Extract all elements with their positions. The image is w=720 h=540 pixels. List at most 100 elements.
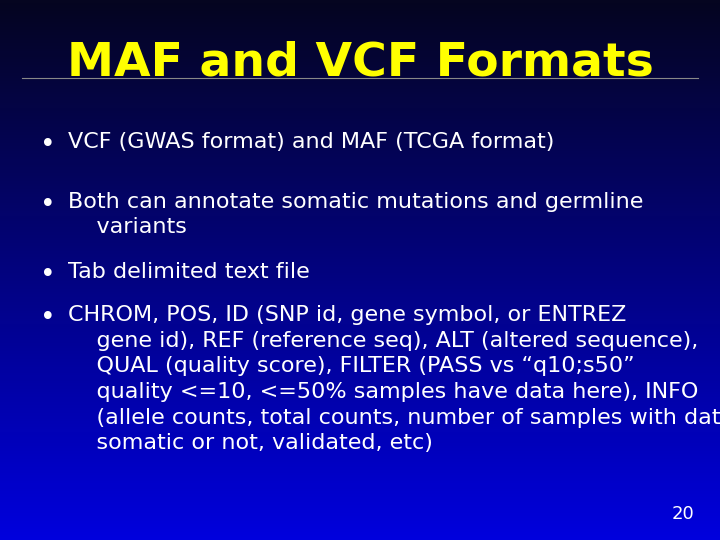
Bar <box>0 181 720 184</box>
Bar <box>0 159 720 162</box>
Bar <box>0 146 720 148</box>
Bar <box>0 343 720 346</box>
Bar <box>0 54 720 57</box>
Bar <box>0 524 720 526</box>
Bar <box>0 370 720 373</box>
Bar <box>0 22 720 24</box>
Bar <box>0 340 720 343</box>
Bar <box>0 489 720 491</box>
Bar <box>0 76 720 78</box>
Bar <box>0 235 720 238</box>
Bar <box>0 3 720 5</box>
Bar <box>0 19 720 22</box>
Bar <box>0 386 720 389</box>
Bar <box>0 49 720 51</box>
Bar <box>0 454 720 456</box>
Bar <box>0 427 720 429</box>
Bar <box>0 413 720 416</box>
Bar <box>0 11 720 14</box>
Bar <box>0 364 720 367</box>
Bar <box>0 197 720 200</box>
Bar <box>0 32 720 35</box>
Bar <box>0 354 720 356</box>
Bar <box>0 373 720 375</box>
Bar <box>0 446 720 448</box>
Text: •: • <box>40 192 55 218</box>
Bar <box>0 300 720 302</box>
Bar <box>0 68 720 70</box>
Bar <box>0 65 720 68</box>
Bar <box>0 259 720 262</box>
Bar <box>0 418 720 421</box>
Bar <box>0 165 720 167</box>
Bar <box>0 389 720 392</box>
Bar <box>0 513 720 516</box>
Bar <box>0 348 720 351</box>
Bar <box>0 243 720 246</box>
Bar <box>0 362 720 364</box>
Bar <box>0 92 720 94</box>
Bar <box>0 351 720 354</box>
Bar <box>0 186 720 189</box>
Bar <box>0 202 720 205</box>
Text: •: • <box>40 262 55 288</box>
Bar <box>0 70 720 73</box>
Bar <box>0 84 720 86</box>
Bar <box>0 475 720 478</box>
Bar <box>0 472 720 475</box>
Bar <box>0 405 720 408</box>
Bar <box>0 273 720 275</box>
Bar <box>0 505 720 508</box>
Bar <box>0 51 720 54</box>
Bar <box>0 310 720 313</box>
Bar <box>0 192 720 194</box>
Bar <box>0 494 720 497</box>
Bar <box>0 521 720 524</box>
Bar <box>0 329 720 332</box>
Bar <box>0 213 720 216</box>
Bar <box>0 394 720 397</box>
Bar <box>0 124 720 127</box>
Bar <box>0 113 720 116</box>
Bar <box>0 73 720 76</box>
Bar <box>0 178 720 181</box>
Bar <box>0 267 720 270</box>
Bar <box>0 510 720 513</box>
Bar <box>0 189 720 192</box>
Bar <box>0 140 720 143</box>
Bar <box>0 251 720 254</box>
Bar <box>0 378 720 381</box>
Bar <box>0 35 720 38</box>
Bar <box>0 278 720 281</box>
Bar <box>0 529 720 532</box>
Bar <box>0 30 720 32</box>
Bar <box>0 481 720 483</box>
Bar <box>0 297 720 300</box>
Bar <box>0 367 720 370</box>
Bar <box>0 286 720 289</box>
Bar <box>0 248 720 251</box>
Bar <box>0 308 720 310</box>
Bar <box>0 537 720 540</box>
Bar <box>0 151 720 154</box>
Bar <box>0 240 720 243</box>
Bar <box>0 232 720 235</box>
Bar <box>0 167 720 170</box>
Bar <box>0 200 720 202</box>
Bar <box>0 221 720 224</box>
Bar <box>0 443 720 445</box>
Bar <box>0 138 720 140</box>
Bar <box>0 292 720 294</box>
Bar <box>0 224 720 227</box>
Bar <box>0 254 720 256</box>
Bar <box>0 402 720 405</box>
Bar <box>0 132 720 135</box>
Bar <box>0 497 720 500</box>
Bar <box>0 467 720 470</box>
Bar <box>0 516 720 518</box>
Bar <box>0 464 720 467</box>
Bar <box>0 216 720 219</box>
Bar <box>0 535 720 537</box>
Bar <box>0 86 720 89</box>
Bar <box>0 316 720 319</box>
